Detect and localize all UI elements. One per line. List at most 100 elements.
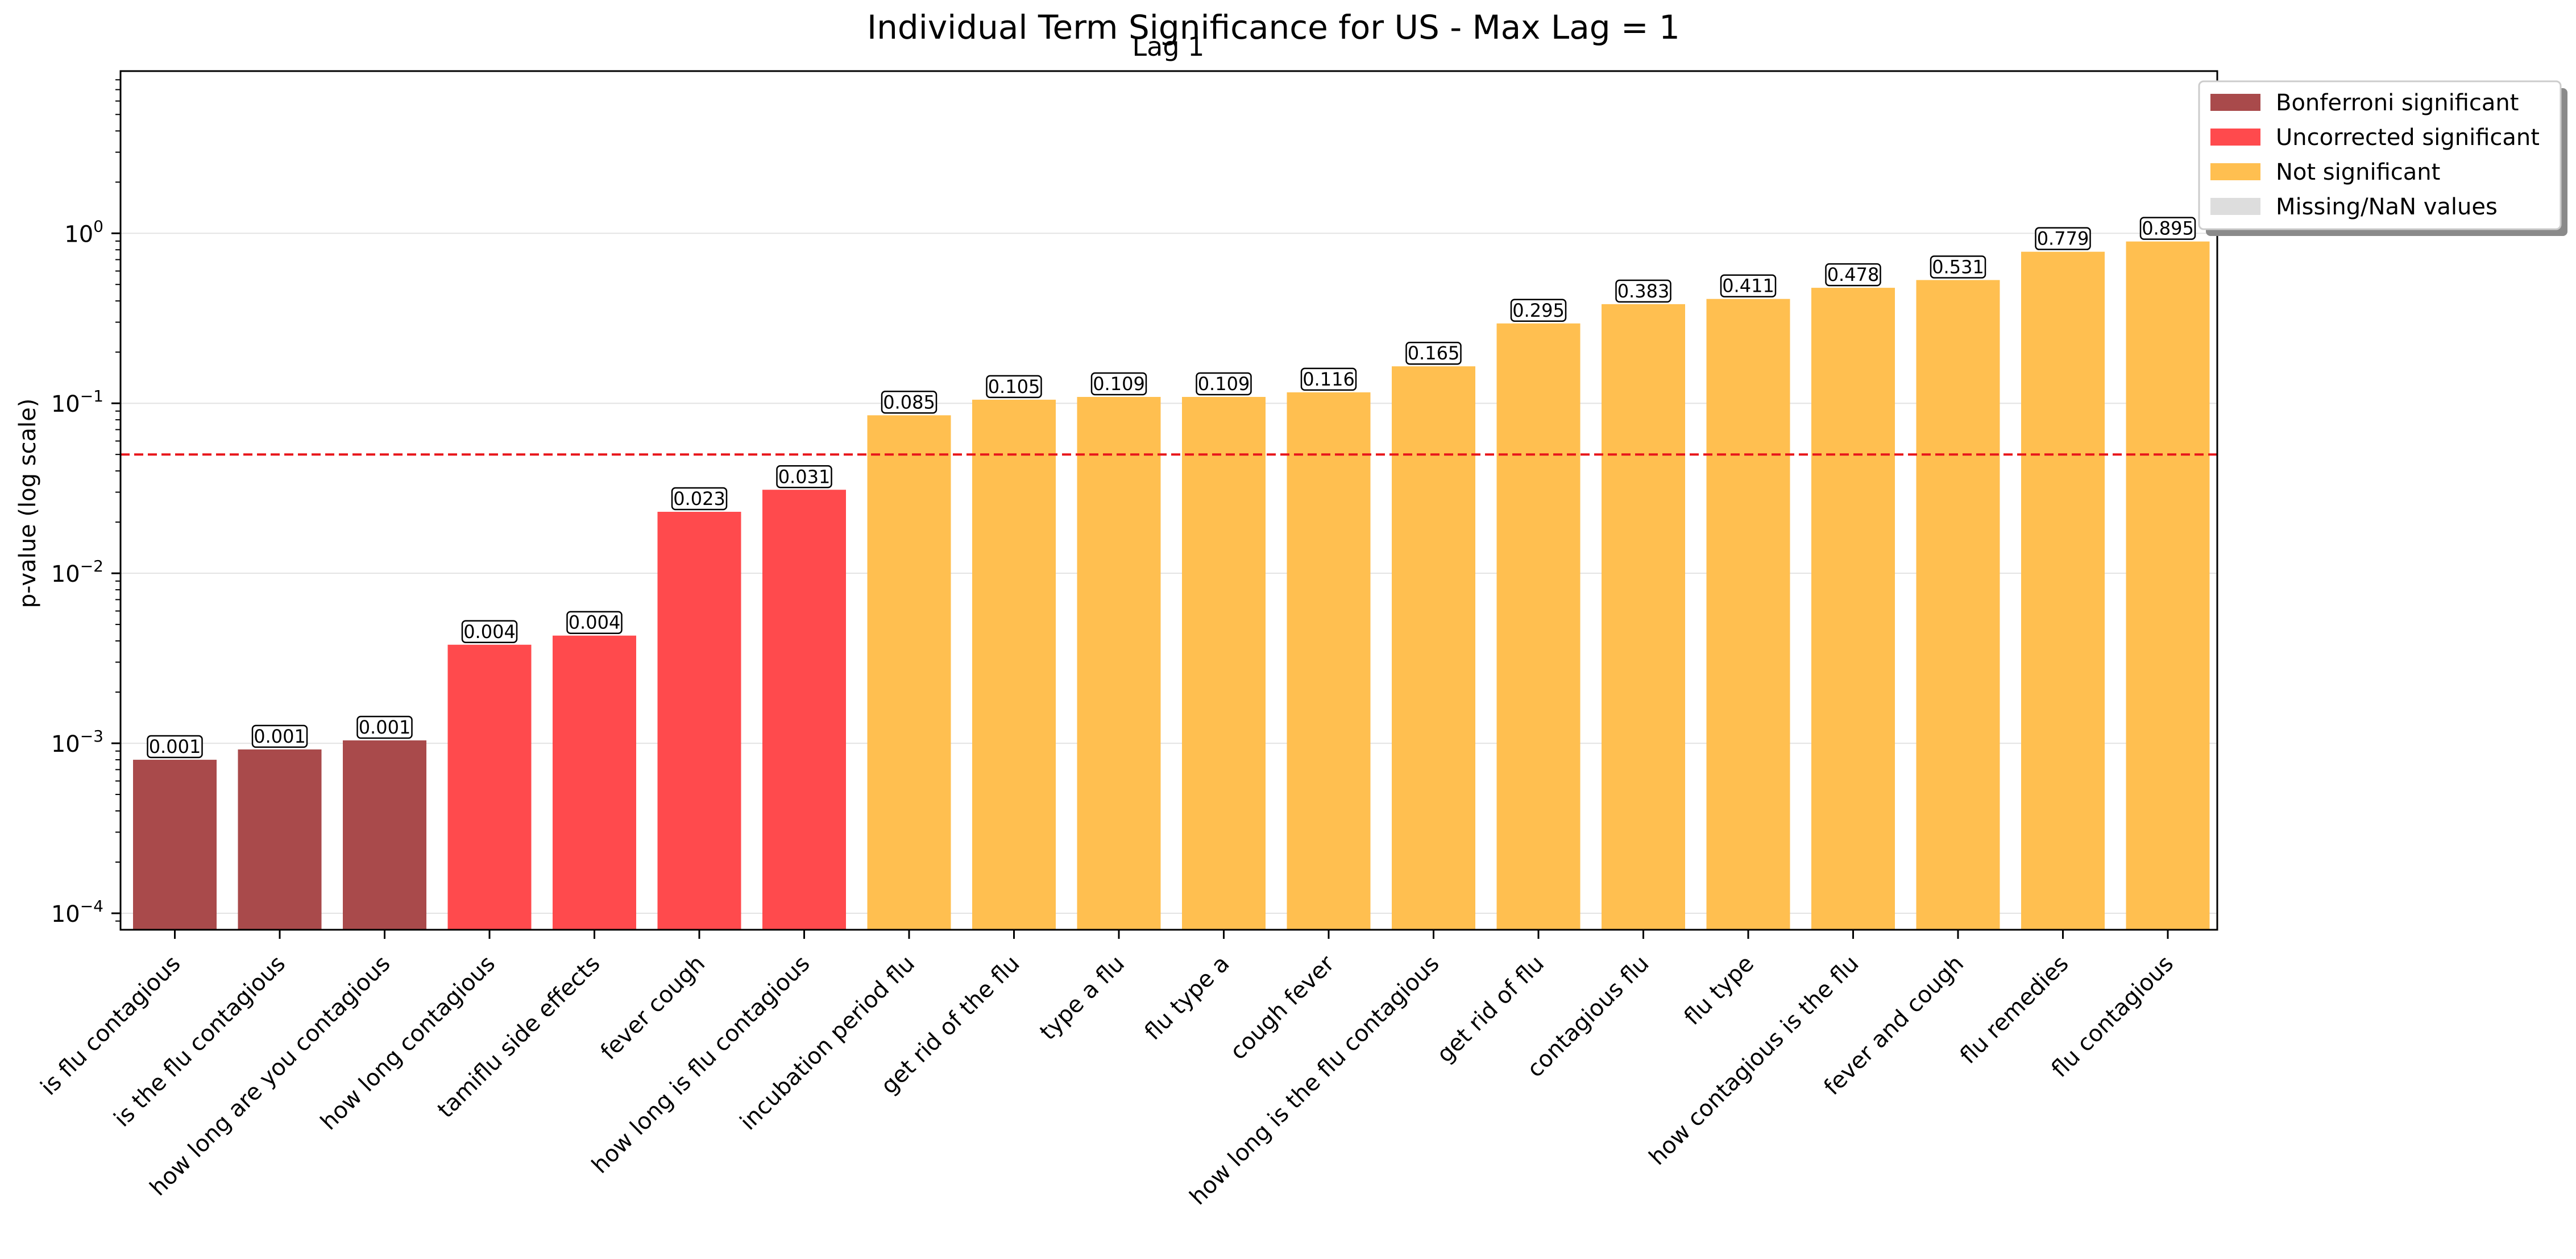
bar — [2021, 251, 2105, 930]
bar — [972, 399, 1056, 930]
bar-value-label: 0.531 — [1930, 255, 1986, 279]
legend-label: Uncorrected significant — [2276, 125, 2540, 151]
y-tick-label: 100 — [64, 217, 103, 247]
bar-value-label-box — [1405, 341, 1462, 365]
legend: Bonferroni significant Uncorrected signif… — [2198, 80, 2567, 236]
bar-value-label: 0.001 — [251, 724, 308, 748]
plot-frame — [119, 70, 2218, 931]
bar-value-label-box — [1720, 274, 1777, 297]
legend-swatch-not-significant — [2210, 163, 2260, 180]
chart-subtitle: Lag 1 — [1133, 31, 1205, 62]
bar-value-label: 0.478 — [1825, 263, 1881, 287]
bar — [343, 740, 426, 930]
bar — [1916, 280, 2000, 930]
y-tick-exponent: −1 — [80, 387, 103, 405]
bar-value-label-text: 0.295 — [1512, 300, 1565, 321]
bar — [762, 490, 846, 930]
bar — [1182, 397, 1266, 930]
bar-value-label: 0.411 — [1720, 274, 1777, 297]
bar-value-label-box — [566, 611, 623, 634]
y-tick-label: 10−3 — [51, 727, 103, 757]
y-tick-base: 10 — [51, 901, 80, 927]
bar — [1811, 288, 1895, 930]
bar-value-label-box — [1196, 372, 1252, 396]
bar — [1602, 304, 1685, 930]
bar-value-label-text: 0.004 — [463, 621, 516, 643]
bar-value-label: 0.001 — [356, 715, 413, 739]
legend-swatch-uncorrected — [2210, 129, 2260, 146]
bar-value-label-text: 0.085 — [883, 391, 935, 413]
bar — [867, 415, 951, 930]
bar-value-label: 0.085 — [881, 391, 938, 414]
bar-value-label-box — [1510, 299, 1567, 322]
bar-value-label-box — [147, 735, 203, 759]
bar — [2126, 241, 2210, 930]
bar-value-label-text: 0.895 — [2142, 218, 2194, 239]
bar-value-label: 0.031 — [776, 465, 832, 488]
bar-value-label-text: 0.023 — [673, 488, 725, 510]
bar-value-label-text: 0.109 — [1093, 373, 1145, 395]
bar-value-label-text: 0.478 — [1827, 264, 1880, 285]
y-tick-exponent: −4 — [80, 897, 103, 916]
bar-value-label-text: 0.004 — [569, 612, 621, 633]
bar-value-label-text: 0.779 — [2037, 228, 2089, 250]
bar-value-label: 0.109 — [1196, 372, 1252, 396]
y-tick-label: 10−2 — [51, 557, 103, 587]
bar-value-label-box — [986, 375, 1042, 399]
bar — [1392, 366, 1475, 930]
bar-value-label-box — [1615, 279, 1671, 303]
bar-value-label-box — [356, 715, 413, 739]
legend-box — [2198, 80, 2562, 230]
bar-value-label-box — [251, 724, 308, 748]
legend-label: Missing/NaN values — [2276, 194, 2498, 220]
y-axis-label: p-value (log scale) — [15, 399, 41, 608]
legend-swatch-missing — [2210, 198, 2260, 215]
bar-value-label-box — [1300, 367, 1357, 391]
bar — [133, 760, 217, 930]
y-tick-exponent: 0 — [93, 217, 103, 235]
bar — [447, 644, 532, 930]
bar-value-label: 0.165 — [1405, 341, 1462, 365]
bar-value-label-text: 0.531 — [1932, 256, 1984, 278]
legend-label: Bonferroni significant — [2276, 90, 2519, 116]
y-tick-label: 10−1 — [51, 387, 103, 417]
bar — [238, 749, 322, 930]
bar-value-label-box — [671, 487, 728, 511]
legend-label: Not significant — [2276, 159, 2440, 185]
bar — [1077, 397, 1161, 930]
bar-value-label-text: 0.001 — [149, 736, 201, 757]
y-tick-exponent: −2 — [80, 557, 103, 575]
bar-value-label-box — [2035, 227, 2091, 250]
bar-value-label-text: 0.105 — [988, 376, 1040, 397]
bar — [1287, 392, 1371, 930]
legend-swatch-bonferroni — [2210, 94, 2260, 111]
bar-value-label-text: 0.001 — [254, 726, 306, 747]
bar-value-label: 0.779 — [2035, 227, 2091, 250]
bar-value-label-box — [2139, 217, 2196, 240]
bar-value-label: 0.004 — [461, 620, 518, 644]
bar-value-label: 0.001 — [147, 735, 203, 759]
bar-value-label-box — [1090, 372, 1147, 396]
y-tick-exponent: −3 — [80, 727, 103, 746]
bar-value-label-text: 0.031 — [778, 466, 831, 487]
bar — [657, 512, 741, 930]
y-tick-base: 10 — [51, 731, 80, 757]
bar — [1496, 323, 1581, 930]
bar-value-label: 0.105 — [986, 375, 1042, 399]
bar — [1706, 299, 1790, 930]
y-tick-base: 10 — [51, 391, 80, 417]
y-tick-label: 10−4 — [51, 897, 103, 927]
bar-value-label-text: 0.001 — [359, 717, 411, 738]
bar-value-label-text: 0.165 — [1408, 342, 1460, 364]
bar-value-label-box — [1825, 263, 1881, 287]
bar-value-label-box — [776, 465, 832, 488]
chart-title: Individual Term Significance for US - Ma… — [867, 8, 1680, 47]
bar-value-label-text: 0.383 — [1617, 280, 1670, 302]
bar-value-label-text: 0.116 — [1302, 368, 1355, 390]
bars — [133, 241, 2210, 930]
bar-value-label-text: 0.411 — [1722, 275, 1774, 297]
bar-value-label: 0.116 — [1300, 367, 1357, 391]
bar-value-label: 0.004 — [566, 611, 623, 634]
